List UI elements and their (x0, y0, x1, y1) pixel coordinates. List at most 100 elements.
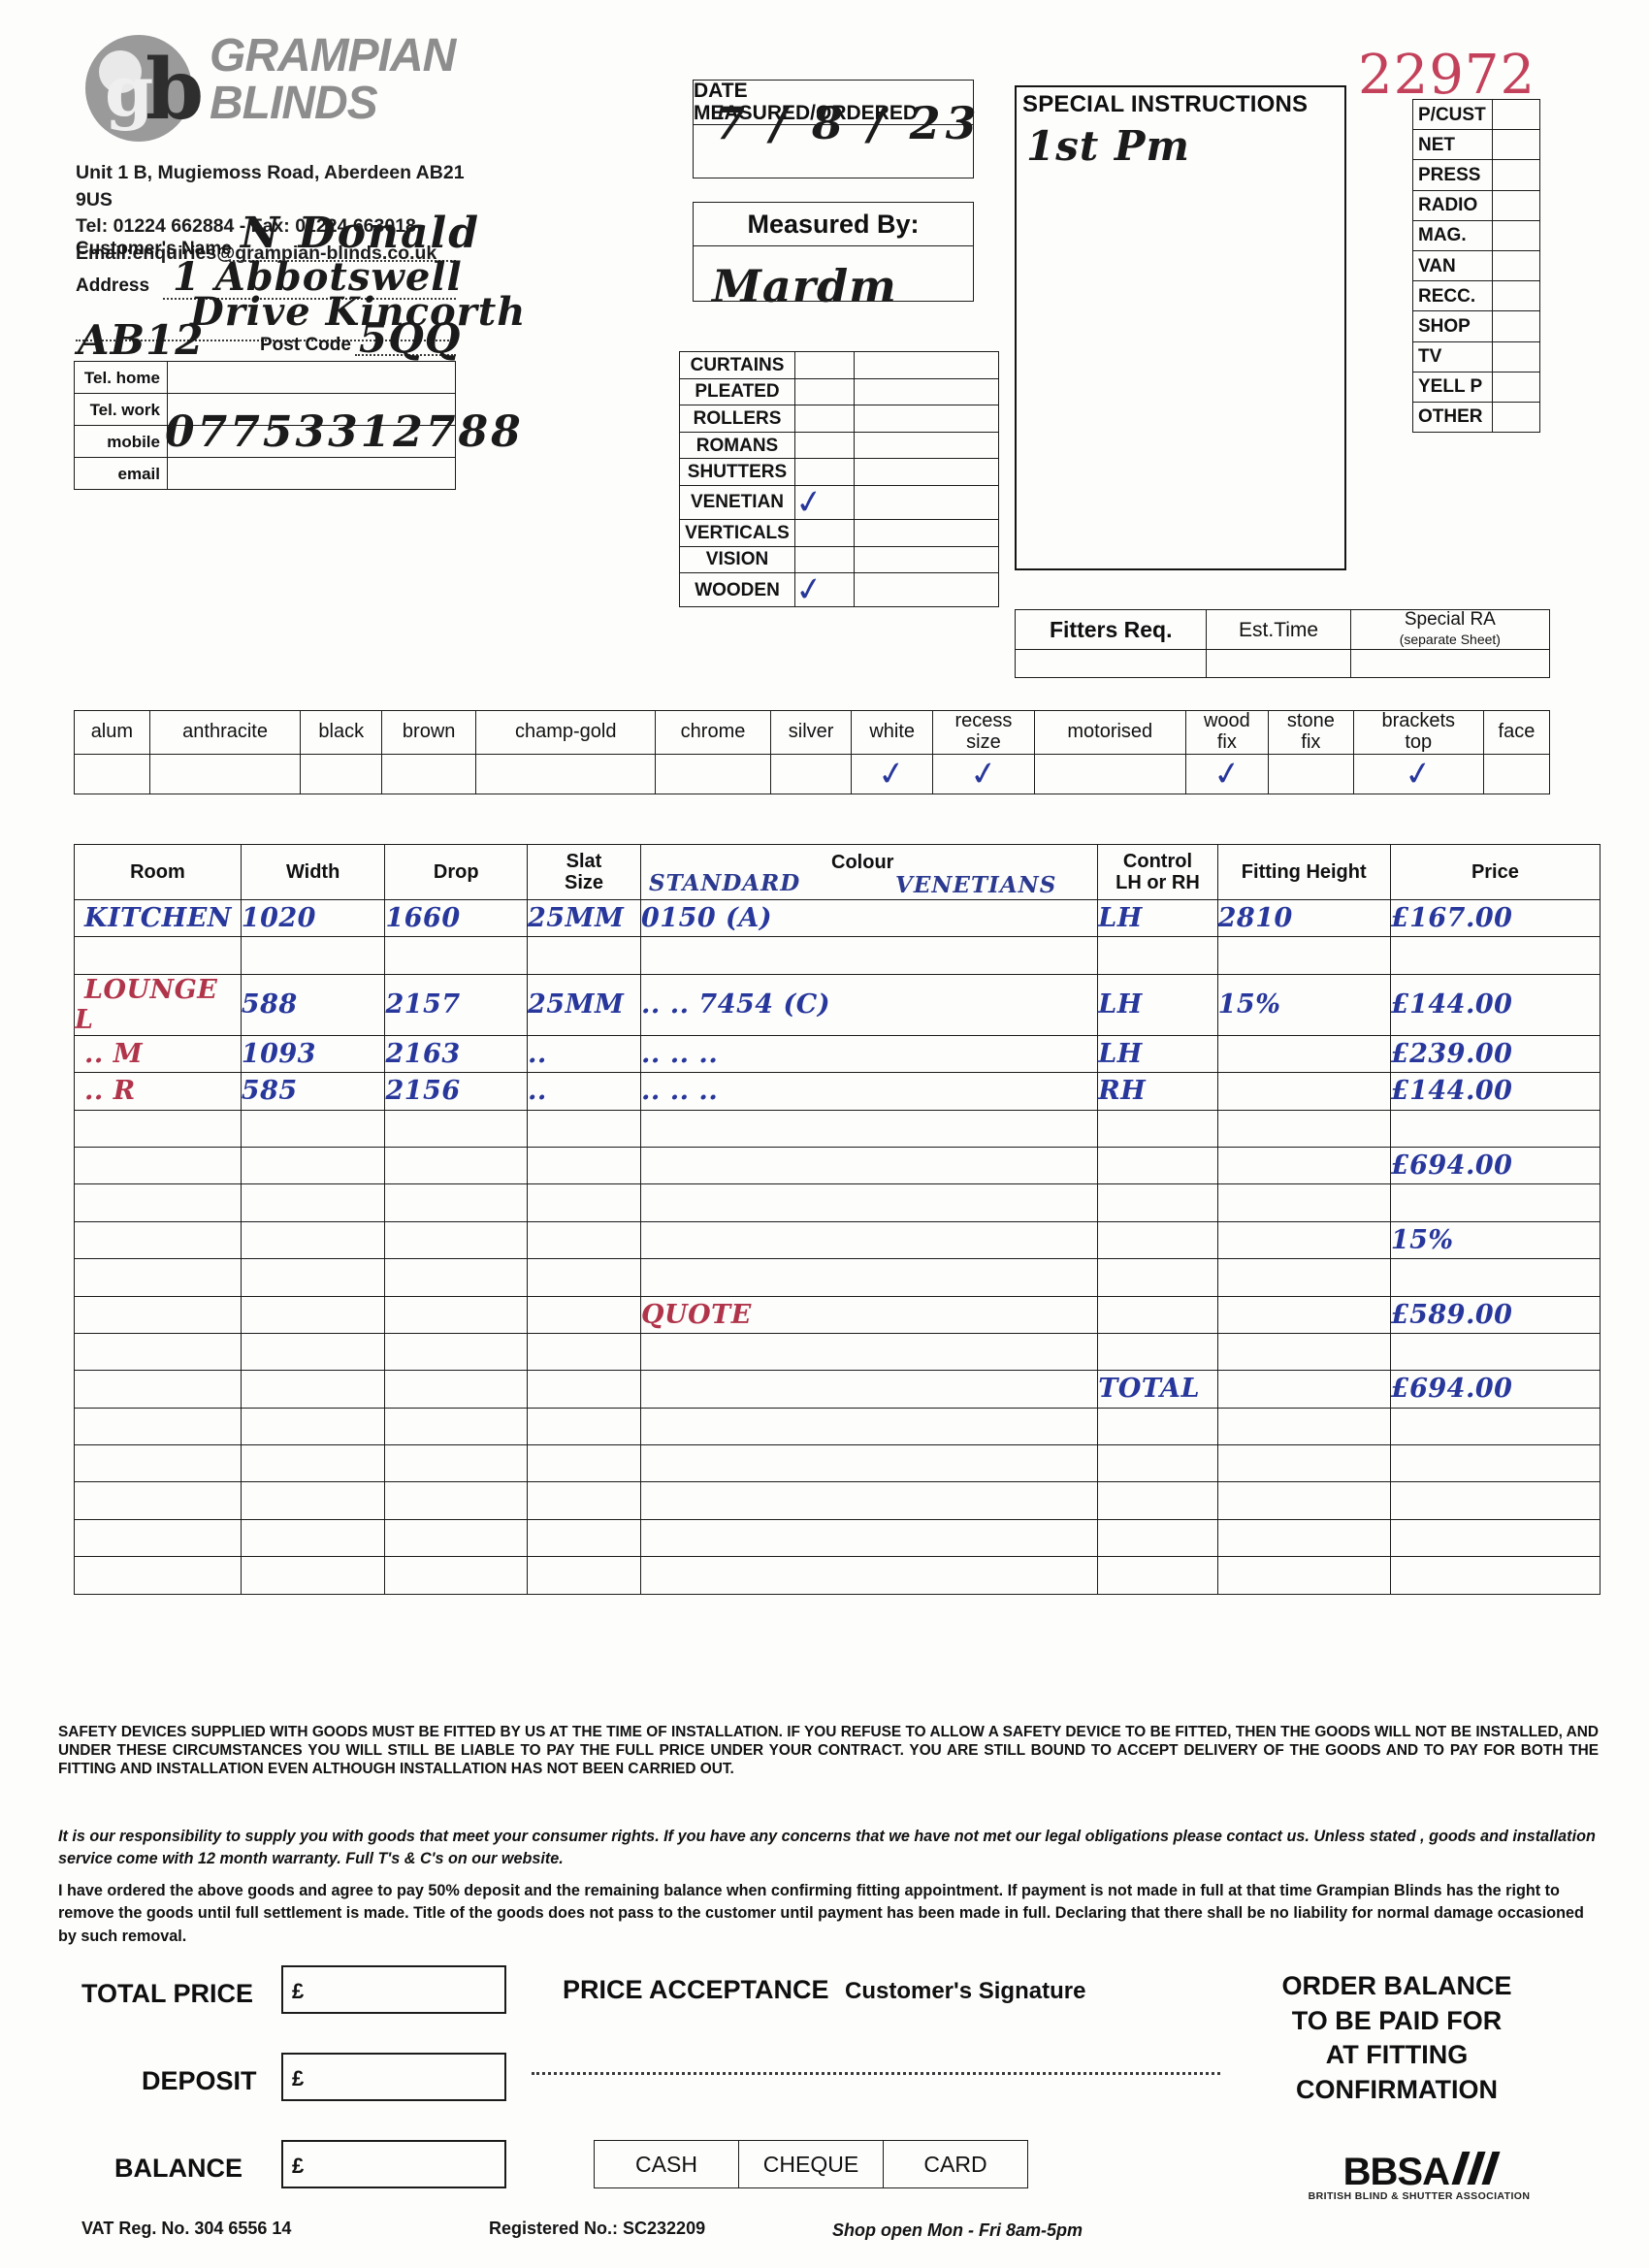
payment-method-cheque[interactable]: CHEQUE (738, 2140, 884, 2188)
option-check-brackets-top[interactable]: ✓ (1352, 753, 1484, 795)
cell-drop[interactable] (384, 1220, 528, 1260)
cell-drop[interactable] (384, 1444, 528, 1483)
cell-room[interactable] (74, 936, 242, 975)
cell-colour[interactable] (640, 1518, 1099, 1558)
cell-fitting-height[interactable] (1216, 1518, 1391, 1558)
cell-drop[interactable] (384, 1295, 528, 1334)
cell-control[interactable] (1097, 1518, 1218, 1558)
option-check-stone-fix[interactable] (1268, 754, 1354, 794)
cell-room[interactable] (74, 1109, 242, 1148)
cell-drop[interactable] (384, 1109, 528, 1148)
cell-colour[interactable] (640, 1146, 1099, 1185)
source-check-tv[interactable] (1492, 340, 1540, 373)
fitters-req-field[interactable] (1014, 649, 1208, 678)
special-instructions-box[interactable]: SPECIAL INSTRUCTIONS 1st Pm (1015, 85, 1346, 570)
cell-drop[interactable] (384, 1258, 528, 1297)
cell-room[interactable] (74, 1556, 242, 1595)
cell-room[interactable] (74, 1258, 242, 1297)
cell-room[interactable] (74, 1183, 242, 1222)
cell-control[interactable] (1097, 1220, 1218, 1260)
cell-fitting-height[interactable] (1216, 936, 1391, 975)
cell-colour[interactable] (640, 1332, 1099, 1372)
cell-width[interactable]: 1020 (240, 898, 386, 938)
option-check-silver[interactable] (769, 754, 853, 794)
cell-colour[interactable] (640, 1258, 1099, 1297)
cell-slat[interactable] (526, 1146, 642, 1185)
blind-type-check-shutters[interactable] (794, 458, 855, 486)
cell-width[interactable] (240, 1183, 386, 1222)
cell-drop[interactable] (384, 1146, 528, 1185)
cell-width[interactable] (240, 1295, 386, 1334)
blind-type-note-romans[interactable] (854, 431, 999, 460)
cell-fitting-height[interactable] (1216, 1556, 1391, 1595)
cell-control[interactable] (1097, 1407, 1218, 1446)
cell-fitting-height[interactable] (1216, 1332, 1391, 1372)
cell-control[interactable] (1097, 1183, 1218, 1222)
cell-colour[interactable]: .. .. 7454 (C) (640, 973, 1099, 1036)
cell-slat[interactable] (526, 1295, 642, 1334)
cell-drop[interactable] (384, 1407, 528, 1446)
cell-width[interactable] (240, 936, 386, 975)
cell-room[interactable] (74, 1444, 242, 1483)
blind-type-note-vision[interactable] (854, 545, 999, 574)
cell-control[interactable]: LH (1097, 898, 1218, 938)
cell-slat[interactable] (526, 936, 642, 975)
cell-colour[interactable] (640, 936, 1099, 975)
cell-price[interactable]: £589.00 (1389, 1295, 1601, 1334)
cell-fitting-height[interactable] (1216, 1220, 1391, 1260)
cell-slat[interactable]: 25MM (526, 898, 642, 938)
cell-slat[interactable] (526, 1220, 642, 1260)
cell-drop[interactable] (384, 1183, 528, 1222)
cell-price[interactable] (1389, 1518, 1601, 1558)
cell-colour[interactable] (640, 1444, 1099, 1483)
blind-type-check-pleated[interactable] (794, 377, 855, 406)
source-check-recc[interactable] (1492, 280, 1540, 312)
date-box-field[interactable] (693, 124, 974, 179)
source-check-other[interactable] (1492, 401, 1540, 434)
source-check-van[interactable] (1492, 249, 1540, 282)
cell-slat[interactable] (526, 1407, 642, 1446)
cell-price[interactable] (1389, 1407, 1601, 1446)
cell-price[interactable]: £144.00 (1389, 1072, 1601, 1111)
cell-slat[interactable] (526, 1518, 642, 1558)
cell-fitting-height[interactable] (1216, 1370, 1391, 1409)
cell-slat[interactable] (526, 1370, 642, 1409)
source-check-pcust[interactable] (1492, 98, 1540, 131)
cell-control[interactable] (1097, 1295, 1218, 1334)
blind-type-note-shutters[interactable] (854, 458, 999, 486)
cell-room[interactable]: .. M (74, 1034, 242, 1074)
blind-type-check-wooden[interactable]: ✓ (792, 568, 855, 611)
cell-slat[interactable] (526, 1332, 642, 1372)
cell-room[interactable]: .. R (74, 1072, 242, 1111)
cell-price[interactable] (1389, 1444, 1601, 1483)
cell-colour[interactable]: .. .. .. (640, 1072, 1099, 1111)
cell-colour[interactable]: .. .. .. (640, 1034, 1099, 1074)
cell-colour[interactable] (640, 1481, 1099, 1520)
cell-control[interactable]: RH (1097, 1072, 1218, 1111)
cell-drop[interactable] (384, 936, 528, 975)
tel-work-field[interactable] (167, 393, 456, 426)
cell-fitting-height[interactable]: 15% (1216, 973, 1391, 1036)
cell-width[interactable] (240, 1146, 386, 1185)
cell-control[interactable]: LH (1097, 1034, 1218, 1074)
payment-method-cash[interactable]: CASH (594, 2140, 739, 2188)
blind-type-check-venetian[interactable]: ✓ (792, 481, 855, 524)
cell-price[interactable] (1389, 1109, 1601, 1148)
option-check-alum[interactable] (74, 754, 150, 794)
cell-fitting-height[interactable] (1216, 1444, 1391, 1483)
cell-control[interactable]: LH (1097, 973, 1218, 1036)
cell-drop[interactable]: 1660 (384, 898, 528, 938)
option-check-anthracite[interactable] (148, 754, 302, 794)
cell-price[interactable] (1389, 1481, 1601, 1520)
cell-slat[interactable] (526, 1556, 642, 1595)
cell-control[interactable] (1097, 1258, 1218, 1297)
deposit-box[interactable]: £ (281, 2053, 506, 2101)
cell-fitting-height[interactable] (1216, 1072, 1391, 1111)
cell-colour[interactable] (640, 1183, 1099, 1222)
signature-line[interactable] (532, 2072, 1220, 2075)
cell-drop[interactable] (384, 1332, 528, 1372)
cell-colour[interactable] (640, 1407, 1099, 1446)
blind-type-check-rollers[interactable] (794, 405, 855, 433)
cell-colour[interactable]: QUOTE (640, 1295, 1099, 1334)
cell-room[interactable]: KITCHEN (74, 898, 242, 938)
